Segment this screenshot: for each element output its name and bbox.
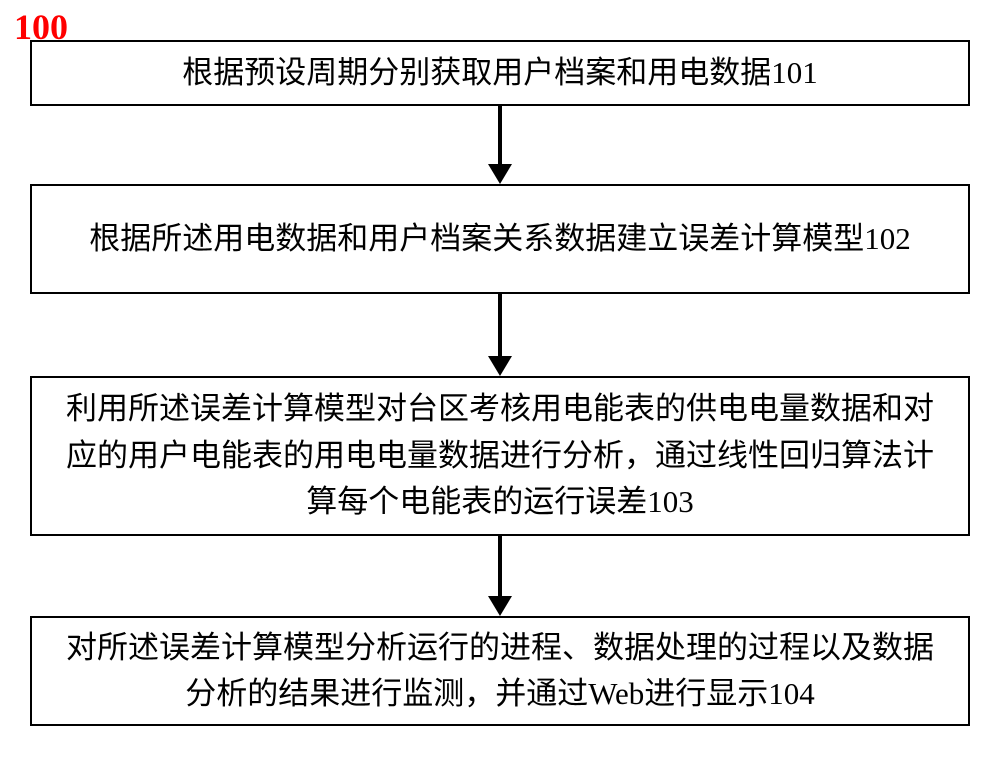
arrow-shaft [498, 106, 502, 164]
arrow-102-103 [488, 294, 512, 376]
flowchart-container: 根据预设周期分别获取用户档案和用电数据101 根据所述用电数据和用户档案关系数据… [30, 40, 970, 726]
step-box-101: 根据预设周期分别获取用户档案和用电数据101 [30, 40, 970, 106]
arrow-head-icon [488, 596, 512, 616]
arrow-103-104 [488, 536, 512, 616]
step-box-103: 利用所述误差计算模型对台区考核用电能表的供电电量数据和对应的用户电能表的用电电量… [30, 376, 970, 536]
arrow-head-icon [488, 356, 512, 376]
arrow-101-102 [488, 106, 512, 184]
step-box-102: 根据所述用电数据和用户档案关系数据建立误差计算模型102 [30, 184, 970, 294]
arrow-head-icon [488, 164, 512, 184]
arrow-shaft [498, 536, 502, 596]
step-box-104: 对所述误差计算模型分析运行的进程、数据处理的过程以及数据分析的结果进行监测，并通… [30, 616, 970, 726]
arrow-shaft [498, 294, 502, 356]
